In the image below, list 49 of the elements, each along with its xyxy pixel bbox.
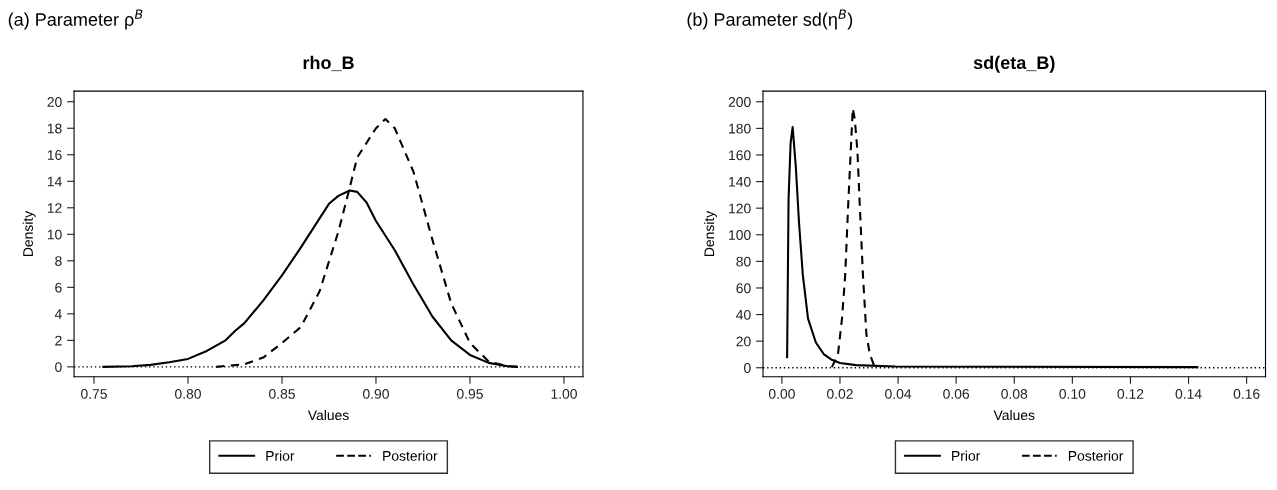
y-tick-label: 20 <box>736 336 751 347</box>
y-tick-label: 18 <box>47 123 62 134</box>
y-tick-label: 120 <box>729 203 751 214</box>
y-tick-label: 16 <box>47 150 62 160</box>
text: (a) Parameter ρ$^{B}$ <box>8 9 143 30</box>
y-tick-label: 2 <box>55 335 62 346</box>
y-axis-title: Density <box>703 210 717 256</box>
y-tick-label: 14 <box>47 176 62 187</box>
x-tick-label: 0.00 <box>768 388 795 399</box>
y-tick-label: 10 <box>47 229 62 240</box>
y-tick-label: 0 <box>55 362 62 373</box>
x-axis-title: Values <box>307 409 349 421</box>
x-tick-label: 0.95 <box>457 388 483 399</box>
y-tick-label: 80 <box>736 256 751 267</box>
y-tick-label: 0 <box>744 363 751 373</box>
chart-title: sd(eta_B) <box>973 55 1055 73</box>
y-tick-label: 6 <box>55 282 62 293</box>
x-tick-label: 0.04 <box>885 388 912 399</box>
x-axis-title: Values <box>993 409 1035 421</box>
y-tick-label: 180 <box>729 123 751 134</box>
y-tick-label: 8 <box>55 256 62 266</box>
legend-label: Posterior <box>383 450 438 461</box>
y-tick-label: 160 <box>729 150 751 161</box>
x-tick-label: 0.90 <box>363 388 389 399</box>
x-tick-label: 0.16 <box>1233 388 1260 399</box>
y-tick-label: 40 <box>736 309 751 320</box>
y-tick-label: 60 <box>736 283 751 294</box>
x-tick-label: 0.12 <box>1117 388 1144 399</box>
y-tick-label: 200 <box>728 97 751 107</box>
x-tick-label: 1.00 <box>551 388 577 399</box>
x-tick-label: 0.02 <box>827 388 853 399</box>
legend-label: Prior <box>266 450 295 461</box>
x-tick-label: 0.85 <box>269 388 295 399</box>
x-tick-label: 0.06 <box>943 388 970 399</box>
legend-label: Posterior <box>1068 450 1124 461</box>
x-tick-label: 0.08 <box>1001 388 1028 399</box>
y-tick-label: 4 <box>54 309 62 319</box>
x-tick-label: 0.10 <box>1059 388 1086 399</box>
y-tick-label: 12 <box>47 203 62 213</box>
text: (b) Parameter sd(η$^{B}$) <box>687 9 853 30</box>
y-tick-label: 140 <box>729 176 751 187</box>
chart-title: rho_B <box>303 55 354 72</box>
x-tick-label: 0.75 <box>81 388 107 399</box>
x-tick-label: 0.80 <box>175 388 201 399</box>
y-axis-title: Density <box>22 210 36 256</box>
y-tick-label: 20 <box>47 97 62 107</box>
x-tick-label: 0.14 <box>1175 388 1202 399</box>
legend-label: Prior <box>952 450 981 461</box>
y-tick-label: 100 <box>729 230 751 240</box>
